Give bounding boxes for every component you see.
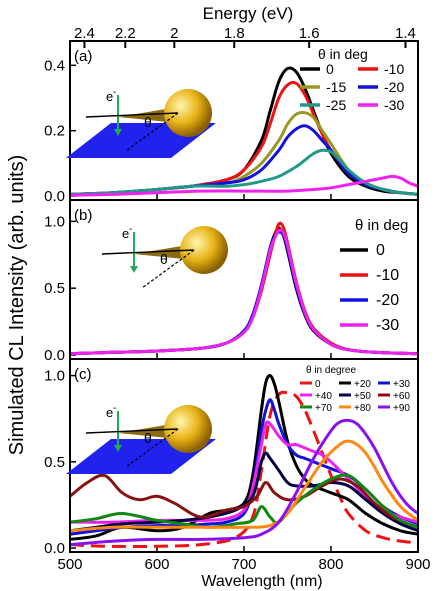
electron-label-sup: - — [113, 87, 116, 98]
legend-entry-label: -10 — [376, 267, 399, 284]
panel-label: (c) — [74, 366, 92, 383]
legend-entry-label: +20 — [354, 379, 371, 390]
energy-tick-label: 1.4 — [395, 25, 416, 42]
x-tick-label: 600 — [144, 556, 169, 573]
electron-label: e — [122, 226, 129, 241]
legend-header: θ in deg — [318, 46, 368, 62]
tilted-direction-line — [141, 249, 195, 289]
top-axis-label: Energy (eV) — [203, 4, 294, 23]
legend-header: θ in deg — [355, 217, 408, 234]
gold-sphere — [180, 226, 228, 274]
series-line-plus90 — [71, 418, 417, 547]
legend-entry-label: +30 — [393, 379, 410, 390]
electron-label: e — [106, 405, 113, 420]
theta-label: θ — [160, 251, 168, 267]
legend-entry-label: -30 — [376, 317, 399, 334]
theta-label: θ — [144, 114, 152, 130]
electron-label-sup: - — [129, 224, 132, 235]
y-tick-label: 1.0 — [44, 213, 65, 230]
legend-entry-label: -20 — [376, 292, 399, 309]
legend-entry-label: -20 — [384, 79, 404, 95]
series-line-plus80 — [71, 439, 417, 533]
series-line-plus40 — [71, 420, 417, 524]
theta-label: θ — [144, 430, 152, 446]
x-tick-label: 500 — [57, 556, 82, 573]
y-tick-label: 0.0 — [44, 347, 65, 364]
electron-label-sup: - — [113, 403, 116, 414]
series-line-minus30 — [71, 228, 417, 356]
panel-label: (b) — [74, 207, 92, 224]
legend-entry-label: +60 — [393, 391, 410, 402]
series-line-minus30 — [71, 174, 417, 197]
legend-entry-label: -15 — [326, 79, 346, 95]
energy-tick-label: 2 — [170, 25, 178, 42]
x-axis-label: Wavelength (nm) — [201, 573, 322, 590]
legend-entry-label: 0 — [315, 379, 321, 390]
legend-entry-label: +70 — [315, 403, 332, 414]
series-line-plus70 — [71, 473, 417, 529]
legend-entry-label: -25 — [326, 97, 346, 113]
plot-layer: 2.4 2.2 2 1.8 1.6 1.4 500 600 700 800 900 0.0 0.2 0.4… — [44, 25, 430, 573]
energy-tick-label: 2.2 — [115, 25, 136, 42]
tilted-direction-line — [125, 428, 179, 468]
y-tick-label: 0.5 — [44, 454, 65, 471]
series-line-0 — [71, 390, 417, 549]
y-tick-label: 1.0 — [44, 368, 65, 385]
x-tick-label: 800 — [318, 556, 343, 573]
axis-arrow — [101, 249, 195, 255]
x-tick-label: 900 — [405, 556, 430, 573]
legend-entry-label: +50 — [354, 391, 371, 402]
legend-entry-label: -30 — [384, 97, 404, 113]
legend-title: θ in degree — [306, 365, 356, 376]
energy-tick-label: 2.4 — [74, 25, 95, 42]
energy-tick-label: 1.8 — [224, 25, 245, 42]
legend-entry-label: 0 — [326, 61, 334, 77]
axis-arrow — [85, 112, 179, 118]
electron-label: e — [106, 89, 113, 104]
legend-entry-label: -10 — [384, 61, 404, 77]
series-line-plus60 — [71, 473, 417, 529]
electron-beam-arrowhead — [130, 266, 138, 273]
panel-label: (a) — [74, 48, 92, 65]
axis-arrow — [85, 428, 179, 434]
legend-entry-label: +80 — [354, 403, 371, 414]
chart-panel-b: 0.0 0.5 1.0 (b) e - θ θ in deg 0 -10 -20 -30 — [44, 199, 419, 364]
energy-tick-label: 1.6 — [299, 25, 320, 42]
x-tick-label: 700 — [231, 556, 256, 573]
legend-entry-label: 0 — [376, 242, 385, 259]
gold-sphere — [164, 89, 212, 137]
y-axis-label: Simulated CL Intensity (arb. units) — [6, 155, 28, 456]
series-line-0 — [71, 226, 417, 356]
y-tick-label: 0.2 — [44, 123, 65, 140]
legend-entry-label: +40 — [315, 391, 332, 402]
y-tick-label: 0.0 — [44, 188, 65, 205]
legend-entry-label: +90 — [393, 403, 410, 414]
series-line-minus25 — [71, 148, 417, 196]
electron-beam-arrowhead — [114, 445, 122, 452]
y-tick-label: 0.0 — [44, 540, 65, 557]
gold-sphere — [164, 405, 212, 453]
y-tick-label: 0.4 — [44, 57, 65, 74]
electron-beam-arrowhead — [114, 129, 122, 136]
y-tick-label: 0.5 — [44, 280, 65, 297]
tilted-direction-line — [125, 112, 179, 152]
